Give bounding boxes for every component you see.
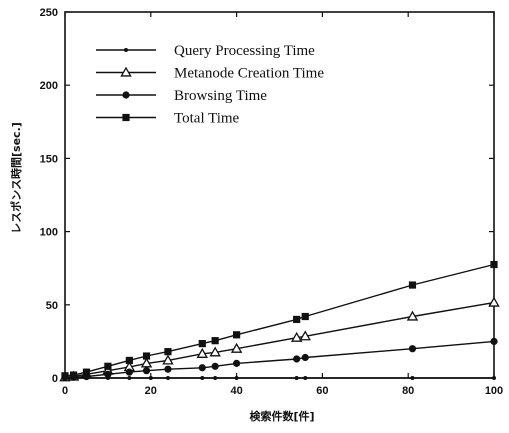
- data-point: [408, 345, 417, 353]
- x-tick-label: 80: [402, 385, 414, 397]
- data-point: [127, 376, 132, 380]
- legend-marker: [122, 91, 130, 99]
- x-tick-label: 0: [62, 385, 68, 397]
- data-point: [234, 376, 239, 380]
- y-tick-label: 150: [40, 153, 58, 165]
- legend-label: Metanode Creation Time: [174, 66, 324, 82]
- data-point: [406, 310, 419, 321]
- data-point: [492, 376, 496, 380]
- data-point: [294, 376, 299, 380]
- data-point: [196, 347, 209, 358]
- y-tick-label: 200: [40, 80, 58, 92]
- data-point: [233, 331, 241, 339]
- x-tick-label: 60: [316, 385, 328, 397]
- y-axis-title: レスポンス時間[sec.]: [9, 122, 23, 234]
- data-point: [61, 372, 69, 380]
- x-tick-label: 40: [230, 385, 242, 397]
- x-tick-label: 20: [145, 385, 157, 397]
- series-3: [61, 260, 498, 380]
- data-point: [200, 376, 205, 380]
- data-point: [293, 355, 301, 363]
- data-point: [142, 367, 151, 375]
- data-point: [301, 353, 309, 362]
- legend-item-3: Total Time: [96, 111, 240, 127]
- data-point: [233, 359, 241, 367]
- legend-label: Browsing Time: [174, 88, 267, 104]
- data-point: [104, 370, 112, 378]
- data-point: [140, 357, 153, 368]
- data-point: [299, 330, 311, 341]
- data-point: [125, 368, 133, 376]
- data-point: [211, 362, 219, 370]
- data-point: [82, 368, 91, 376]
- data-point: [410, 376, 415, 380]
- data-point: [125, 356, 133, 365]
- data-point: [408, 281, 417, 289]
- legend-label: Total Time: [174, 111, 240, 127]
- y-tick-label: 0: [52, 373, 58, 385]
- data-point: [488, 296, 500, 307]
- data-point: [69, 371, 78, 379]
- legend-item-0: Query Processing Time: [96, 43, 315, 59]
- x-axis-title: 検索件数[件]: [249, 409, 314, 423]
- series-layer: [59, 260, 500, 382]
- data-point: [230, 342, 243, 353]
- legend-label: Query Processing Time: [174, 43, 315, 59]
- series-0: [63, 376, 496, 380]
- legend-marker: [120, 66, 132, 77]
- data-point: [104, 362, 112, 370]
- y-tick-label: 50: [46, 300, 58, 312]
- data-point: [209, 346, 221, 357]
- legend: Query Processing Time Metanode Creation T…: [96, 43, 324, 127]
- data-point: [164, 348, 172, 356]
- data-point: [142, 352, 151, 360]
- data-point: [213, 376, 218, 380]
- data-point: [198, 339, 206, 348]
- data-point: [164, 365, 172, 373]
- data-point: [490, 260, 498, 269]
- data-point: [303, 376, 308, 380]
- legend-marker: [122, 113, 130, 122]
- series-2: [61, 337, 498, 381]
- data-point: [148, 376, 153, 380]
- legend-item-1: Metanode Creation Time: [96, 66, 324, 82]
- x-tick-label: 100: [485, 385, 503, 397]
- data-point: [165, 376, 170, 380]
- data-point: [198, 364, 206, 372]
- legend-marker: [124, 48, 128, 52]
- data-point: [301, 312, 309, 321]
- series-1: [59, 296, 500, 382]
- data-point: [290, 331, 303, 342]
- y-tick-label: 100: [40, 227, 58, 239]
- y-tick-label: 250: [40, 7, 58, 19]
- data-point: [490, 337, 498, 345]
- legend-item-2: Browsing Time: [96, 88, 267, 104]
- data-point: [293, 315, 301, 324]
- data-point: [162, 354, 174, 365]
- data-point: [211, 337, 219, 345]
